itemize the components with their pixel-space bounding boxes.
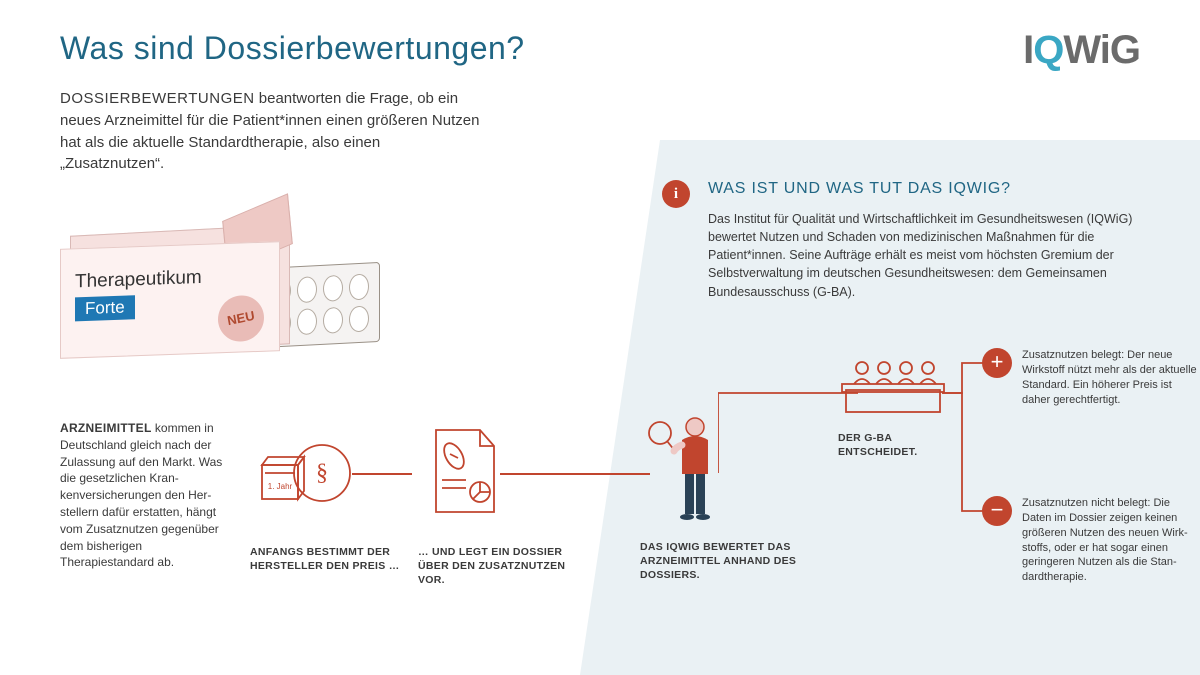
flow-intro-text: ARZNEIMITTEL kommen in Deutschland gleic… <box>60 420 230 571</box>
person-magnifier-icon <box>640 405 730 535</box>
flow-intro-lead: ARZNEIMITTEL <box>60 421 152 435</box>
medicine-box-illustration: Therapeutikum Forte NEU <box>60 210 360 370</box>
logo-q: Q <box>1033 28 1063 72</box>
logo-rest: WiG <box>1063 28 1140 72</box>
step-2: … UND LEGT EIN DOSSIER ÜBER DEN ZUSATZNU… <box>418 420 568 588</box>
dossier-document-icon <box>418 420 508 520</box>
connector-line <box>500 473 650 475</box>
svg-text:§: § <box>316 460 328 486</box>
outcome-minus: − Zusatznutzen nicht belegt: Die Daten i… <box>982 496 1200 585</box>
step-4: DER G-BA ENTSCHEIDET. <box>838 350 948 459</box>
step-2-caption: … UND LEGT EIN DOSSIER ÜBER DEN ZUSATZNU… <box>418 545 568 588</box>
minus-icon: − <box>982 496 1012 526</box>
svg-text:1. Jahr: 1. Jahr <box>268 482 293 491</box>
info-body: Das Institut für Qualität und Wirtschaft… <box>708 210 1138 301</box>
iqwig-logo: IQWiG <box>1023 28 1140 73</box>
step-3-caption: DAS IQWIG BEWERTET DAS ARZNEI­MITTEL ANH… <box>640 540 810 583</box>
info-title: WAS IST UND WAS TUT DAS IQWIG? <box>708 180 1011 198</box>
med-subname: Forte <box>75 295 135 321</box>
med-name: Therapeutikum <box>75 265 265 294</box>
intro-lead: DOSSIERBEWERTUNGEN <box>60 90 255 107</box>
outcome-plus: + Zusatznutzen belegt: Der neue Wirkstof… <box>982 348 1200 407</box>
step-1-caption: ANFANGS BESTIMMT DER HERSTELLER DEN PREI… <box>250 545 400 573</box>
plus-icon: + <box>982 348 1012 378</box>
info-icon: i <box>662 180 690 208</box>
connector-line <box>352 473 412 475</box>
outcome-minus-text: Zusatznutzen nicht belegt: Die Daten im … <box>1022 496 1200 585</box>
outcome-plus-text: Zusatznutzen belegt: Der neue Wirkstoff … <box>1022 348 1200 407</box>
logo-i: I <box>1023 28 1033 72</box>
flow-intro-rest: kommen in Deutschland gleich nach der Zu… <box>60 421 222 569</box>
step-1: § 1. Jahr ANFANGS BESTIMMT DER HERSTELLE… <box>250 440 400 573</box>
gba-panel-icon <box>838 350 948 420</box>
neu-badge: NEU <box>214 291 267 346</box>
step-4-caption: DER G-BA ENTSCHEIDET. <box>838 431 948 459</box>
calendar-paragraph-icon: § 1. Jahr <box>250 440 360 520</box>
intro-text: DOSSIERBEWERTUNGEN beantworten die Frage… <box>60 88 480 175</box>
page-title: Was sind Dossierbewertungen? <box>60 30 525 67</box>
